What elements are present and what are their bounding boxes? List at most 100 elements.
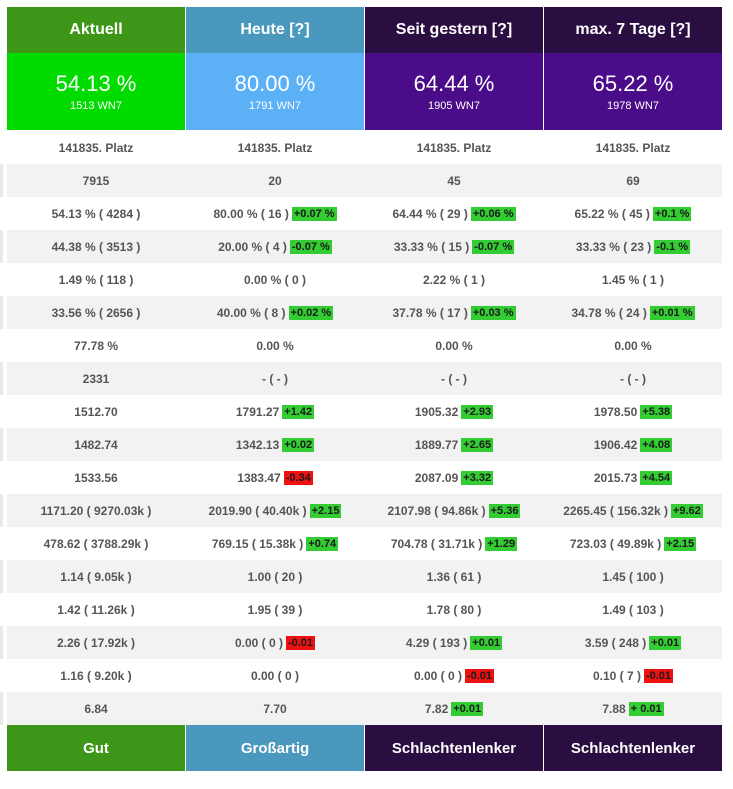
cell-value: - ( - )	[262, 371, 288, 386]
delta-badge-positive: +0.74	[306, 536, 339, 551]
table-cell: 2265.45 ( 156.32k ) +9.62	[544, 494, 722, 527]
cell-value: 1.78 ( 80 )	[426, 602, 482, 617]
cell-value: 1342.13	[235, 437, 280, 452]
cell-value: 20.00 % ( 4 )	[218, 239, 287, 254]
table-cell: 1906.42 +4.08	[544, 428, 722, 461]
table-cell: 1171.20 ( 9270.03k )	[7, 494, 185, 527]
cell-value: 1171.20 ( 9270.03k )	[40, 503, 152, 518]
delta-badge-positive: +0.01 %	[649, 305, 695, 320]
cell-value: 1482.74	[74, 437, 118, 452]
table-cell: - ( - )	[186, 362, 364, 395]
table-row: 1.49 % ( 118 ) 0.00 % ( 0 ) 2.22 % ( 1 ) 1.…	[7, 263, 722, 296]
cell-value: 1.45 ( 100 )	[602, 569, 664, 584]
row-edge	[0, 395, 3, 428]
table-cell: 141835. Platz	[186, 131, 364, 164]
row-edge	[0, 197, 3, 230]
delta-badge-positive: +0.02	[282, 437, 315, 452]
row-edge	[0, 527, 3, 560]
table-row: 33.56 % ( 2656 ) 40.00 % ( 8 ) +0.02 % 37.7…	[7, 296, 722, 329]
table-cell: 33.33 % ( 23 ) -0.1 %	[544, 230, 722, 263]
cell-value: 37.78 % ( 17 )	[392, 305, 468, 320]
cell-value: 141835. Platz	[58, 140, 134, 155]
table-cell: 7.70	[186, 692, 364, 725]
cell-value: 33.33 % ( 15 )	[393, 239, 470, 254]
row-edge	[0, 494, 3, 527]
column-header-max-7-tage[interactable]: max. 7 Tage [?]	[544, 7, 722, 53]
wn7-value: 1791 WN7	[249, 99, 301, 112]
cell-value: 20	[268, 173, 282, 188]
table-cell: 2331	[7, 362, 185, 395]
table-cell: 33.56 % ( 2656 )	[7, 296, 185, 329]
cell-value: 0.00 ( 0 )	[234, 635, 283, 650]
rating-footer-max-7-tage: Schlachtenlenker	[544, 725, 722, 771]
row-edge	[0, 428, 3, 461]
cell-value: 34.78 % ( 24 )	[571, 305, 647, 320]
winrate-value: 54.13 %	[55, 70, 137, 96]
cell-value: 723.03 ( 49.89k )	[569, 536, 662, 551]
cell-value: 54.13 % ( 4284 )	[51, 206, 141, 221]
cell-value: 2265.45 ( 156.32k )	[563, 503, 668, 518]
table-cell: 704.78 ( 31.71k ) +1.29	[365, 527, 543, 560]
delta-badge-positive: -0.07 %	[472, 239, 515, 254]
table-row: 2.26 ( 17.92k ) 0.00 ( 0 ) -0.01 4.29 ( 193…	[7, 626, 722, 659]
cell-value: 478.62 ( 3788.29k )	[43, 536, 149, 551]
table-cell: 40.00 % ( 8 ) +0.02 %	[186, 296, 364, 329]
table-cell: 1533.56	[7, 461, 185, 494]
table-cell: 7.82 +0.01	[365, 692, 543, 725]
table-cell: 1791.27 +1.42	[186, 395, 364, 428]
cell-value: 2.26 ( 17.92k )	[56, 635, 136, 650]
table-cell: 1482.74	[7, 428, 185, 461]
row-edge	[0, 560, 3, 593]
row-edge	[0, 230, 3, 263]
cell-value: 4.29 ( 193 )	[405, 635, 468, 650]
row-edge	[0, 461, 3, 494]
table-cell: 0.00 ( 0 )	[186, 659, 364, 692]
cell-value: 1.49 ( 103 )	[602, 602, 664, 617]
table-cell: 1.14 ( 9.05k )	[7, 560, 185, 593]
table-row: 1533.56 1383.47 -0.34 2087.09 +3.32 2015.73 +4…	[7, 461, 722, 494]
table-cell: 0.10 ( 7 ) -0.01	[544, 659, 722, 692]
table-cell: 0.00 ( 0 ) -0.01	[365, 659, 543, 692]
table-cell: 77.78 %	[7, 329, 185, 362]
table-cell: 2087.09 +3.32	[365, 461, 543, 494]
cell-value: 1.36 ( 61 )	[426, 569, 482, 584]
table-cell: 64.44 % ( 29 ) +0.06 %	[365, 197, 543, 230]
cell-value: 1.16 ( 9.20k )	[60, 668, 132, 683]
table-cell: 1978.50 +5.38	[544, 395, 722, 428]
table-cell: 2.22 % ( 1 )	[365, 263, 543, 296]
table-cell: 141835. Platz	[544, 131, 722, 164]
column-header-seit-gestern[interactable]: Seit gestern [?]	[365, 7, 543, 53]
cell-value: 1.14 ( 9.05k )	[60, 569, 132, 584]
table-row: 478.62 ( 3788.29k ) 769.15 ( 15.38k ) +0.7…	[7, 527, 722, 560]
table-cell: 4.29 ( 193 ) +0.01	[365, 626, 543, 659]
cell-value: 704.78 ( 31.71k )	[390, 536, 483, 551]
table-row: 1.16 ( 9.20k ) 0.00 ( 0 ) 0.00 ( 0 ) -0.01 0…	[7, 659, 722, 692]
cell-value: - ( - )	[441, 371, 467, 386]
delta-badge-positive: +0.06 %	[470, 206, 516, 221]
cell-value: 2107.98 ( 94.86k )	[387, 503, 486, 518]
cell-value: 1906.42	[593, 437, 638, 452]
winrate-value: 64.44 %	[413, 70, 495, 96]
winrate-value: 65.22 %	[592, 70, 674, 96]
column-aktuell: Aktuell 54.13 % 1513 WN7	[7, 7, 185, 130]
table-cell: 45	[365, 164, 543, 197]
delta-badge-negative: -0.01	[464, 668, 495, 683]
table-cell: - ( - )	[365, 362, 543, 395]
table-cell: 2107.98 ( 94.86k ) +5.36	[365, 494, 543, 527]
table-row: 1.14 ( 9.05k ) 1.00 ( 20 ) 1.36 ( 61 ) 1.45…	[7, 560, 722, 593]
row-edge	[0, 263, 3, 296]
cell-value: 65.22 % ( 45 )	[574, 206, 650, 221]
table-cell: 1.78 ( 80 )	[365, 593, 543, 626]
table-cell: 1.95 ( 39 )	[186, 593, 364, 626]
delta-badge-positive: -0.07 %	[289, 239, 332, 254]
delta-badge-positive: +5.36	[488, 503, 521, 518]
delta-badge-positive: +2.15	[664, 536, 697, 551]
cell-value: 0.00 ( 0 )	[250, 668, 300, 683]
table-cell: 1.00 ( 20 )	[186, 560, 364, 593]
column-header-heute[interactable]: Heute [?]	[186, 7, 364, 53]
delta-badge-positive: +0.01	[451, 701, 484, 716]
cell-value: 1.45 % ( 1 )	[601, 272, 665, 287]
table-row: 141835. Platz 141835. Platz 141835. Platz 1…	[7, 131, 722, 164]
cell-value: 40.00 % ( 8 )	[216, 305, 286, 320]
table-cell: 3.59 ( 248 ) +0.01	[544, 626, 722, 659]
